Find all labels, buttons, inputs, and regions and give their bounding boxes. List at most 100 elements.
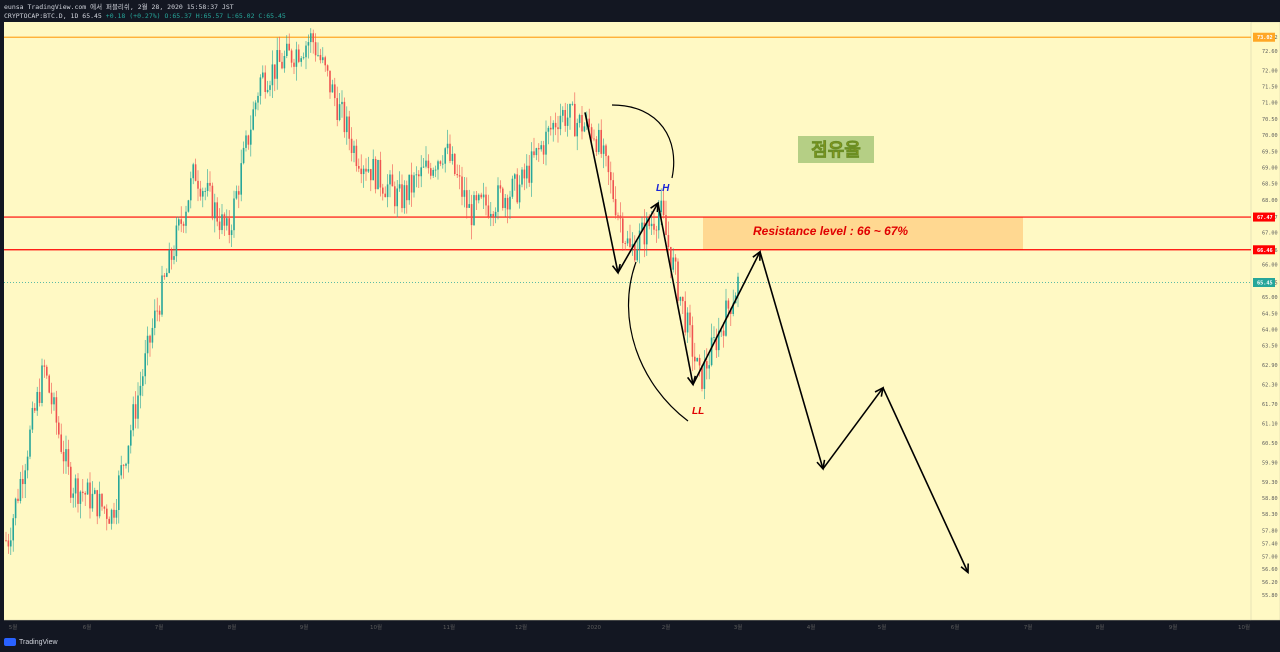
candle-body (492, 213, 494, 217)
price-badge-text: 73.02 (1257, 35, 1273, 41)
resistance-zone (703, 217, 1023, 250)
y-tick-label: 69.00 (1262, 165, 1278, 171)
candle-body (550, 127, 552, 130)
y-tick-label: 62.30 (1262, 383, 1278, 389)
y-tick-label: 68.50 (1262, 182, 1278, 188)
zigzag-segment-2[interactable] (657, 202, 694, 385)
candle-body (34, 407, 36, 411)
price-change: +0.18 (+0.27%) (105, 12, 161, 20)
candle-body (598, 129, 600, 152)
candle-body (494, 211, 497, 217)
y-tick-label: 72.00 (1262, 68, 1278, 74)
candle-body (466, 190, 468, 208)
candle-body (689, 312, 691, 326)
candle-body (425, 160, 427, 167)
candle-body (461, 176, 463, 197)
tradingview-brand: TradingView (19, 638, 58, 646)
candle-body (307, 42, 310, 46)
y-tick-label: 59.30 (1262, 480, 1278, 486)
zigzag-segment-0[interactable] (584, 112, 619, 273)
candle-body (434, 169, 437, 171)
tradingview-logo[interactable]: TradingView (4, 638, 58, 646)
candle-body (10, 540, 12, 547)
candle-body (94, 490, 96, 494)
candle-body (245, 135, 247, 148)
arc-top[interactable] (611, 104, 675, 179)
candle-body (449, 143, 451, 161)
zigzag-segment-5[interactable] (822, 387, 884, 470)
ohlc-values: O:65.37 H:65.57 L:65.02 C:65.45 (164, 12, 286, 20)
y-tick-label: 58.30 (1262, 512, 1278, 518)
candle-body (490, 213, 492, 217)
price-axis[interactable] (1250, 21, 1280, 621)
candle-body (624, 243, 626, 244)
candle-body (250, 129, 252, 145)
zigzag-segment-1[interactable] (617, 202, 659, 274)
candle-body (319, 54, 322, 61)
plot-area[interactable] (4, 22, 1251, 620)
candle-body (194, 164, 197, 181)
candle-body (722, 330, 725, 336)
candle-body (442, 163, 444, 165)
candle-body (175, 225, 178, 257)
price-badge-text: 66.46 (1257, 248, 1273, 254)
candle-body (283, 56, 286, 69)
candle-body (706, 361, 708, 369)
candle-body (427, 160, 430, 169)
candle-body (103, 506, 106, 509)
symbol-name[interactable]: CRYPTOCAP:BTC.D, 1D (4, 12, 79, 20)
candle-body (247, 135, 250, 145)
candle-body (298, 49, 300, 62)
x-tick-label: 2월 (662, 623, 671, 631)
candle-body (571, 103, 574, 105)
arc-bottom[interactable] (628, 261, 689, 422)
zigzag-segment-4[interactable] (759, 251, 824, 470)
resistance-label: Resistance level : 66 ~ 67% (753, 224, 908, 238)
candle-body (480, 194, 482, 198)
candle-body (559, 115, 562, 130)
title-badge-text: 점유율 (811, 140, 861, 161)
y-tick-label: 57.40 (1262, 541, 1278, 547)
candle-body (202, 191, 204, 197)
candle-body (437, 161, 439, 170)
candle-body (626, 238, 629, 244)
candle-body (264, 72, 266, 92)
x-tick-label: 10월 (1238, 623, 1250, 631)
candle-body (638, 230, 641, 250)
candle-body (379, 159, 382, 188)
zigzag-segment-3[interactable] (692, 251, 761, 385)
y-tick-label: 61.70 (1262, 402, 1278, 408)
candle-body (134, 404, 137, 419)
candle-body (130, 430, 132, 446)
candle-body (458, 175, 461, 177)
candle-body (497, 185, 499, 212)
candle-body (341, 101, 343, 105)
candle-body (408, 174, 410, 201)
title-badge (798, 136, 874, 163)
candle-body (58, 422, 60, 435)
candle-body (600, 129, 602, 154)
candle-body (230, 230, 233, 236)
candle-body (214, 202, 216, 219)
candle-body (67, 449, 70, 467)
candle-body (7, 540, 10, 547)
candle-body (470, 204, 473, 226)
y-tick-label: 57.00 (1262, 554, 1278, 560)
candle-body (386, 184, 389, 198)
x-tick-label: 7월 (155, 623, 164, 631)
candle-body (641, 222, 643, 231)
candle-body (17, 498, 19, 501)
candle-body (209, 182, 211, 186)
candle-body (535, 148, 538, 156)
candle-body (122, 465, 125, 466)
candle-body (46, 366, 48, 376)
x-tick-label: 2020 (587, 625, 601, 631)
candle-body (605, 145, 607, 157)
candle-body (528, 165, 530, 183)
price-badge (1253, 245, 1275, 255)
candle-body (98, 493, 101, 517)
zigzag-segment-6[interactable] (882, 387, 969, 573)
candle-body (694, 356, 696, 362)
candle-body (646, 217, 648, 245)
